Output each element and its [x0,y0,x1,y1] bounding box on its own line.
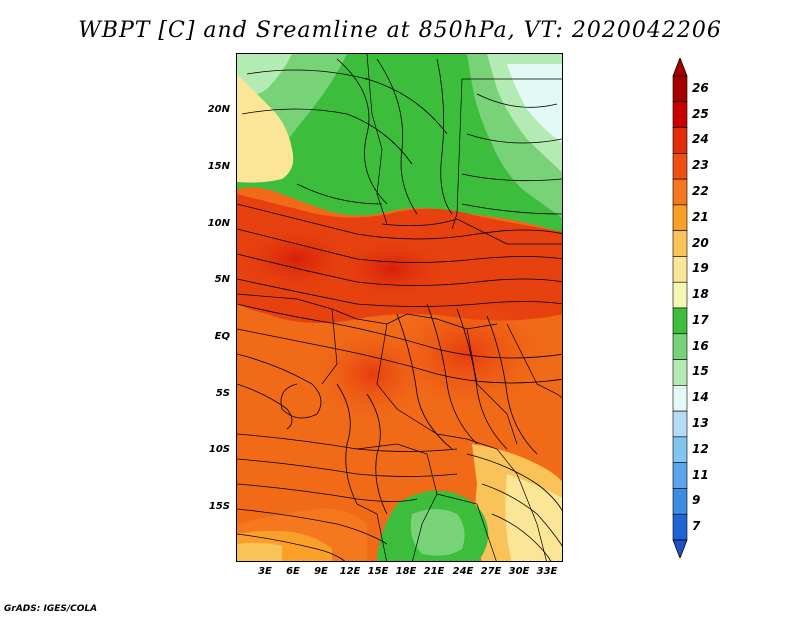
colorbar-swatch [672,385,688,412]
colorbar-label: 25 [692,106,709,121]
lat-label-15n: 15N [207,161,230,172]
colorbar-label: 14 [692,390,709,405]
map-panel [236,53,563,562]
lat-label-20n: 20N [207,104,230,115]
lon-label-21e: 21E [423,566,445,577]
lon-label-24e: 24E [452,566,474,577]
colorbar-swatch [672,75,688,103]
lat-label-eq: EQ [214,331,230,342]
colorbar-swatch [672,307,688,335]
grads-credit: GrADS: IGES/COLA [4,604,98,614]
map-title: WBPT [C] and Sreamline at 850hPa, VT: 20… [78,18,722,43]
lon-label-30e: 30E [508,566,530,577]
lon-label-12e: 12E [339,566,361,577]
colorbar-swatch [672,153,688,180]
lon-label-3e: 3E [258,566,272,577]
colorbar-swatch [672,488,688,515]
colorbar-swatch [672,410,688,438]
lat-label-10s: 10S [208,444,230,455]
colorbar-swatch [672,462,688,489]
colorbar-swatch [672,513,688,541]
colorbar-label: 7 [692,519,701,534]
lat-label-15s: 15S [208,501,230,512]
colorbar-swatch [672,256,688,283]
colorbar-label: 20 [692,235,709,250]
colorbar-label: 11 [692,467,709,482]
colorbar-swatch [672,230,688,257]
lat-label-5s: 5S [215,388,230,399]
colorbar-swatch [672,359,688,386]
lon-label-18e: 18E [395,566,417,577]
colorbar-label: 23 [692,158,709,173]
lon-label-15e: 15E [367,566,389,577]
colorbar-label: 26 [692,80,709,95]
country-borders [237,54,562,561]
colorbar-label: 19 [692,261,709,276]
colorbar-label: 17 [692,312,709,327]
colorbar-label: 9 [692,493,701,508]
colorbar-label: 21 [692,209,709,224]
lon-label-9e: 9E [314,566,328,577]
hot-core-east [392,299,542,409]
colorbar-swatch [672,101,688,128]
colorbar-swatch [672,127,688,154]
lat-label-5n: 5N [214,274,230,285]
colorbar-label: 12 [692,441,709,456]
pale-yellow-se [505,474,562,561]
colorbar-swatch [672,333,688,360]
colorbar-swatch [672,281,688,309]
hot-core-congo [317,329,427,419]
lat-label-10n: 10N [207,218,230,229]
colorbar-label: 13 [692,416,709,430]
wbpt-field [237,54,562,561]
lon-label-33e: 33E [536,566,558,577]
colorbar-label: 24 [692,132,709,147]
hot-core-central [337,239,447,299]
colorbar-label: 16 [692,338,709,353]
colorbar-swatch [672,436,688,463]
colorbar-swatch [672,204,688,231]
lon-label-6e: 6E [286,566,300,577]
colorbar-top-arrow [672,58,688,77]
colorbar-swatch [672,178,688,206]
cyan-ne [507,64,562,143]
yellow-sw [237,542,282,561]
colorbar-bottom-arrow [672,539,688,558]
yellow-nw [237,74,294,183]
lon-label-27e: 27E [480,566,502,577]
colorbar-label: 18 [692,287,709,302]
colorbar [672,58,688,558]
colorbar-label: 15 [692,364,709,379]
streamlines [237,58,562,561]
colorbar-label: 22 [692,184,709,198]
light-green-south [410,509,465,556]
